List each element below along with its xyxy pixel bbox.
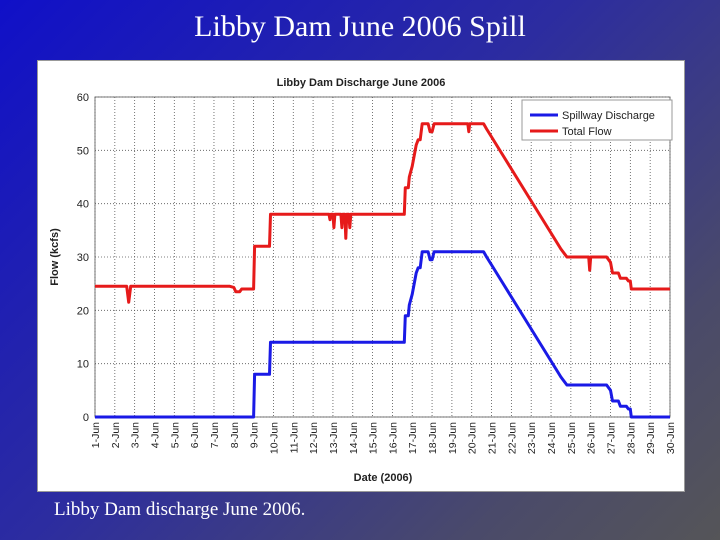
x-tick-label: 9-Jun bbox=[249, 422, 261, 448]
x-tick-label: 5-Jun bbox=[169, 422, 181, 448]
chart-title: Libby Dam Discharge June 2006 bbox=[277, 77, 446, 89]
legend-label: Total Flow bbox=[562, 126, 612, 138]
x-tick-label: 14-Jun bbox=[348, 422, 360, 454]
y-tick-label: 50 bbox=[77, 145, 89, 157]
x-axis-ticks: 1-Jun 2-Jun 3-Jun 4-Jun 5-Jun 6-Jun 7-Jun 8-Jun… bbox=[90, 422, 677, 454]
x-tick-label: 2-Jun bbox=[110, 422, 122, 448]
x-tick-label: 3-Jun bbox=[130, 422, 142, 448]
series-lines bbox=[95, 122, 670, 419]
x-tick-label: 4-Jun bbox=[149, 422, 161, 448]
x-tick-label: 1-Jun bbox=[90, 422, 102, 448]
x-tick-label: 7-Jun bbox=[209, 422, 221, 448]
legend-box bbox=[521, 99, 673, 141]
x-tick-label: 19-Jun bbox=[447, 422, 459, 454]
legend: Spillway Discharge Total Flow bbox=[521, 99, 673, 141]
x-tick-label: 11-Jun bbox=[288, 422, 300, 453]
slide-caption: Libby Dam discharge June 2006. bbox=[54, 499, 306, 520]
y-axis-label: Flow (kcfs) bbox=[49, 228, 61, 286]
x-tick-label: 29-Jun bbox=[645, 422, 657, 454]
x-tick-label: 16-Jun bbox=[387, 422, 399, 454]
y-tick-label: 60 bbox=[77, 92, 89, 104]
x-tick-label: 13-Jun bbox=[328, 422, 340, 454]
x-tick-label: 20-Jun bbox=[467, 422, 479, 454]
x-tick-label: 25-Jun bbox=[566, 422, 578, 454]
x-tick-label: 24-Jun bbox=[546, 422, 558, 454]
x-tick-label: 15-Jun bbox=[368, 422, 380, 454]
x-tick-label: 8-Jun bbox=[229, 422, 241, 448]
legend-label: Spillway Discharge bbox=[562, 110, 655, 122]
x-tick-label: 10-Jun bbox=[268, 422, 280, 454]
x-tick-label: 22-Jun bbox=[506, 422, 518, 454]
chart-frame: Libby Dam Discharge June 2006 0 10 20 30 40 5… bbox=[37, 60, 685, 492]
x-tick-label: 23-Jun bbox=[526, 422, 538, 454]
series-line-total-flow bbox=[95, 122, 670, 304]
x-axis-label: Date (2006) bbox=[354, 472, 413, 484]
series-line-spillway-discharge bbox=[95, 250, 670, 419]
x-tick-label: 17-Jun bbox=[407, 422, 419, 454]
y-tick-label: 40 bbox=[77, 199, 89, 211]
x-tick-label: 21-Jun bbox=[487, 422, 499, 454]
y-tick-label: 30 bbox=[77, 252, 89, 264]
x-tick-label: 26-Jun bbox=[586, 422, 598, 454]
discharge-chart: Libby Dam Discharge June 2006 0 10 20 30 40 5… bbox=[49, 77, 677, 484]
y-tick-label: 20 bbox=[77, 305, 89, 317]
y-tick-label: 10 bbox=[77, 359, 89, 371]
x-tick-label: 18-Jun bbox=[427, 422, 439, 454]
y-axis-ticks: 0 10 20 30 40 50 60 bbox=[77, 92, 89, 424]
x-tick-label: 6-Jun bbox=[189, 422, 201, 448]
slide-title: Libby Dam June 2006 Spill bbox=[194, 10, 526, 43]
x-tick-label: 27-Jun bbox=[606, 422, 618, 454]
x-tick-label: 12-Jun bbox=[308, 422, 320, 454]
y-tick-label: 0 bbox=[83, 412, 89, 424]
x-tick-label: 30-Jun bbox=[665, 422, 677, 454]
x-tick-label: 28-Jun bbox=[625, 422, 637, 454]
